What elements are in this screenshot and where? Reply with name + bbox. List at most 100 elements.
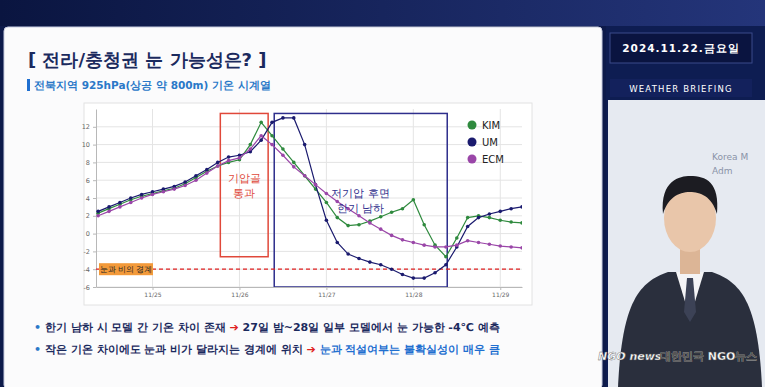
x-tick-mark <box>239 287 240 290</box>
series-point <box>509 245 513 249</box>
note-part: ➔ <box>303 343 316 356</box>
y-tick: 12 <box>82 123 96 131</box>
y-tick-label: -2 <box>84 248 90 256</box>
series-point <box>303 143 307 147</box>
series-point <box>357 257 361 261</box>
series-point <box>498 210 502 214</box>
series-point <box>466 225 470 229</box>
annotation-labels: 기압골통과저기압 후면한기 남하눈과 비의 경계 <box>99 172 390 276</box>
y-tick: -4 <box>84 266 96 274</box>
y-tick-mark <box>93 127 96 128</box>
grid-line-y <box>96 251 522 252</box>
series-point <box>205 168 209 172</box>
y-tick-mark <box>93 216 96 217</box>
series-point <box>140 196 144 200</box>
banner-box <box>610 79 752 97</box>
series-point <box>422 276 426 280</box>
series-point <box>335 241 339 245</box>
legend-label: UM <box>482 137 498 148</box>
annotation-text: 저기압 후면 <box>331 187 390 200</box>
boundary-line <box>96 269 522 270</box>
x-tick: 11/27 <box>318 287 335 298</box>
y-tick-mark <box>93 251 96 252</box>
boundary-label-bg <box>99 263 153 275</box>
series-point <box>379 263 383 267</box>
legend-swatch <box>468 138 477 147</box>
series-point <box>390 234 394 238</box>
series-point <box>325 192 329 196</box>
x-tick-mark <box>500 287 501 290</box>
watermark-text: 대한민국 NGO뉴스 <box>660 350 757 363</box>
y-tick-mark <box>93 198 96 199</box>
top-band <box>0 0 765 26</box>
y-tick: 2 <box>86 212 96 220</box>
date: 2024.11.22.금요일 <box>622 42 739 54</box>
series-point <box>249 147 253 151</box>
y-tick: -2 <box>84 248 96 256</box>
series-point <box>96 210 100 214</box>
series-point <box>205 171 209 175</box>
series-line <box>98 122 522 256</box>
y-tick-label: 2 <box>86 212 90 220</box>
slide-title: [ 전라/충청권 눈 가능성은? ] <box>28 49 267 70</box>
series-point <box>259 138 263 142</box>
x-tick: 11/25 <box>144 287 161 298</box>
grid-line-y <box>96 144 522 145</box>
series-point <box>227 155 231 159</box>
series-point <box>444 245 448 249</box>
series-point <box>520 221 522 225</box>
series-point <box>498 218 502 222</box>
plot-area <box>96 113 522 287</box>
chart-title: 전북지역 925hPa(상공 약 800m) 기온 시계열 <box>34 79 271 91</box>
series-point <box>498 244 502 248</box>
series-point <box>401 273 405 277</box>
x-axis-line <box>97 287 523 288</box>
presenter-hair <box>663 176 718 214</box>
series-point <box>325 201 329 205</box>
series-point <box>238 156 242 160</box>
series-point <box>335 216 339 220</box>
x-tick: 11/28 <box>405 287 422 298</box>
series-point <box>422 243 426 247</box>
x-tick-mark <box>413 287 414 290</box>
legend-swatch <box>468 155 477 164</box>
series-point <box>412 198 416 202</box>
side-panel <box>606 26 765 387</box>
series-point <box>227 159 231 163</box>
y-tick-label: 0 <box>86 230 90 238</box>
series-point <box>520 205 522 209</box>
series-point <box>194 174 198 178</box>
series-point <box>314 183 318 187</box>
series-point <box>107 205 111 209</box>
y-axis-line <box>96 110 97 288</box>
y-tick-label: 4 <box>86 195 90 203</box>
y-tick: 0 <box>86 230 96 238</box>
grid-line-y <box>96 215 522 216</box>
series-point <box>412 276 416 280</box>
series-point <box>390 210 394 214</box>
series-point <box>455 243 459 247</box>
y-tick-label: 12 <box>82 123 90 131</box>
grid-line-y <box>96 269 522 270</box>
annotation-text: 한기 남하 <box>337 202 385 215</box>
y-tick-label: 6 <box>86 177 90 185</box>
y-tick: 6 <box>86 177 96 185</box>
series-point <box>270 134 274 138</box>
series-point <box>216 164 220 168</box>
legend: KIMUMECM <box>468 120 504 165</box>
y-tick-label: 10 <box>82 141 90 149</box>
series-point <box>433 271 437 275</box>
annotation-text: 기압골 <box>228 172 261 185</box>
series-point <box>368 260 372 264</box>
series-point <box>401 238 405 242</box>
series-point <box>270 121 274 125</box>
y-tick-mark <box>93 180 96 181</box>
legend-label: ECM <box>482 154 504 165</box>
note-part: 작은 기온 차이에도 눈과 비가 달라지는 경계에 위치 <box>45 343 303 356</box>
series-point <box>216 164 220 168</box>
root: 2024.11.22.금요일WEATHER BRIEFINGKorea MAdm… <box>0 0 765 387</box>
series-point <box>379 215 383 219</box>
series-point <box>292 116 296 120</box>
series-point <box>151 193 155 197</box>
x-tick-label: 11/29 <box>492 291 509 298</box>
